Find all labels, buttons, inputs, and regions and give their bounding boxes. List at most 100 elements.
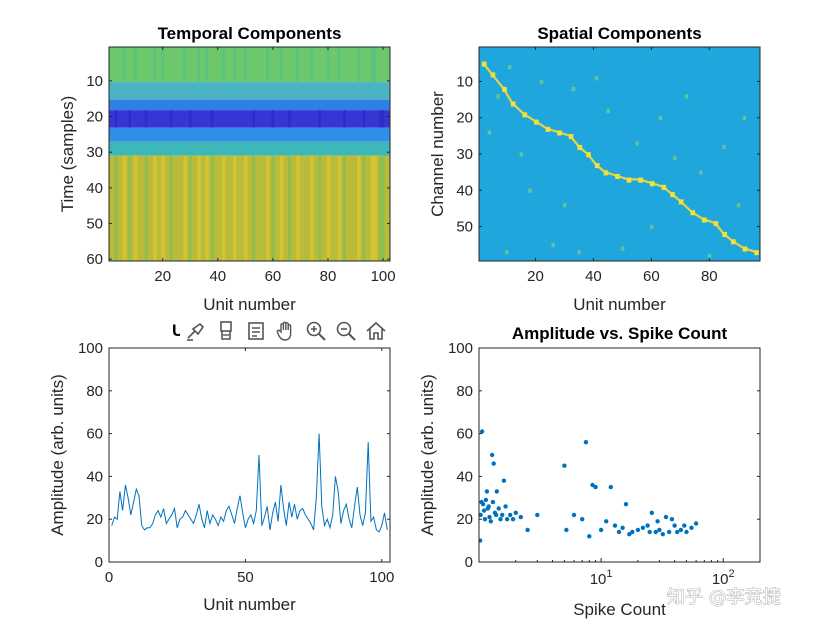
amplitude-line-xlabel: Unit number [203,595,296,614]
scatter-xtick: 101 [590,568,613,588]
scatter-point [510,517,516,522]
scatter-point [489,452,495,458]
spatial-xlabel: Unit number [573,295,666,314]
heatmap-streak-deep [318,110,322,128]
heatmap-streak-bright [232,155,237,261]
heatmap-streak-top [356,47,360,83]
scatter-point [571,512,577,518]
heatmap-diagonal-cell [522,112,528,118]
heatmap-cell [551,242,555,248]
heatmap-cell [649,224,654,230]
scatter-point [504,517,510,522]
amplitude-series-line [111,433,388,533]
heatmap-cell [539,79,544,84]
scatter-point [483,497,489,503]
heatmap-streak-deep [343,110,346,128]
scatter-point [630,529,635,535]
heatmap-diagonal-cell [661,184,667,190]
pan-icon[interactable] [272,317,300,345]
heatmap-band [109,82,390,100]
heatmap-diagonal-cell [731,239,736,245]
zoom-out-icon[interactable] [332,317,360,345]
temporal-heatmap [109,47,390,261]
heatmap-diagonal-cell [545,126,551,132]
temporal-ytick: 10 [86,73,103,90]
heatmap-streak-bright [373,155,378,261]
amplitude-scatter-xlabel: Spike Count [573,600,666,619]
scatter-point [518,514,523,520]
heatmap-streak-dim [271,155,275,261]
amplitude-line-xtick: 100 [369,569,394,586]
scatter-point [660,532,665,537]
scatter-point [689,525,694,530]
heatmap-diagonal-cell [603,170,609,176]
spatial-xtick: 40 [585,268,602,285]
scatter-point [494,489,499,494]
heatmap-streak-deep [188,110,192,128]
heatmap-streak-deep [271,110,275,128]
heatmap-diagonal-cell [713,221,719,227]
temporal-components-panel: Temporal Components 20 40 60 80 100 10 20 30 40 5… [58,24,396,314]
amplitude-scatter-plot [479,429,699,543]
heatmap-streak-top [243,47,247,83]
heatmap-cell [577,250,581,255]
spatial-ytick: 40 [456,182,473,199]
heatmap-streak-top [296,47,300,83]
heatmap-diagonal-cell [594,163,600,169]
scatter-point [480,502,486,507]
amplitude-line-ytick: 20 [86,511,103,528]
scatter-point [501,478,507,483]
heatmap-diagonal-cell [754,250,759,256]
temporal-ytick: 40 [86,180,103,197]
heatmap-diagonal-cell [722,231,727,238]
heatmap-streak-top [183,47,187,83]
heatmap-diagonal-cell [586,152,591,158]
spatial-components-panel: Spatial Components 20 40 60 80 10 20 30 40 50 Un… [428,24,761,314]
heatmap-streak-top [197,47,200,83]
heatmap-streak-dim [318,155,322,261]
heatmap-streak-bright [337,155,342,261]
heatmap-band [109,127,390,142]
spatial-ytick: 50 [456,219,473,236]
zoom-in-icon[interactable] [302,317,330,345]
spatial-xtick: 60 [643,268,660,285]
amplitude-line-ytick: 100 [78,340,103,357]
heatmap-streak-top [326,47,330,83]
axes-toolbar: U [172,316,390,346]
amplitude-scatter-panel: Amplitude vs. Spike Count 101 102 0 20 40 60 8… [418,324,761,619]
watermark: 知乎 @李竞捷 [667,587,781,608]
restore-view-icon[interactable] [362,317,390,345]
data-tips-icon[interactable] [212,317,240,345]
heatmap-band [109,155,390,261]
heatmap-cell [507,65,512,70]
heatmap-streak-bright [310,155,314,261]
heatmap-streak-dim [210,155,214,261]
amplitude-scatter-ytick: 0 [465,554,473,571]
temporal-xtick: 40 [209,268,226,285]
spatial-heatmap [479,47,760,261]
scatter-point [693,521,699,526]
scatter-point [482,517,488,522]
edit-plot-icon[interactable] [242,317,270,345]
heatmap-streak-bright [183,155,187,261]
scatter-point [623,502,629,507]
amplitude-line-xtick: 0 [105,569,113,586]
heatmap-cell [571,86,576,92]
brush-data-icon[interactable] [182,317,210,345]
amplitude-line-ytick: 60 [86,426,103,443]
temporal-xtick: 60 [265,268,282,285]
heatmap-diagonal-cell [702,217,707,223]
scatter-point [672,523,677,528]
scatter-point [612,523,618,528]
scatter-point [682,523,687,528]
amplitude-scatter-ytick: 80 [456,383,473,400]
heatmap-streak-dim [188,155,192,261]
scatter-point [649,510,654,515]
heatmap-streak-deep [210,110,214,128]
amplitude-line-ytick: 0 [95,554,103,571]
heatmap-streak-bright [205,155,210,261]
heatmap-streak-deep [169,110,173,128]
heatmap-streak-deep [144,110,148,128]
scatter-point [666,529,672,535]
heatmap-cell [673,155,677,161]
